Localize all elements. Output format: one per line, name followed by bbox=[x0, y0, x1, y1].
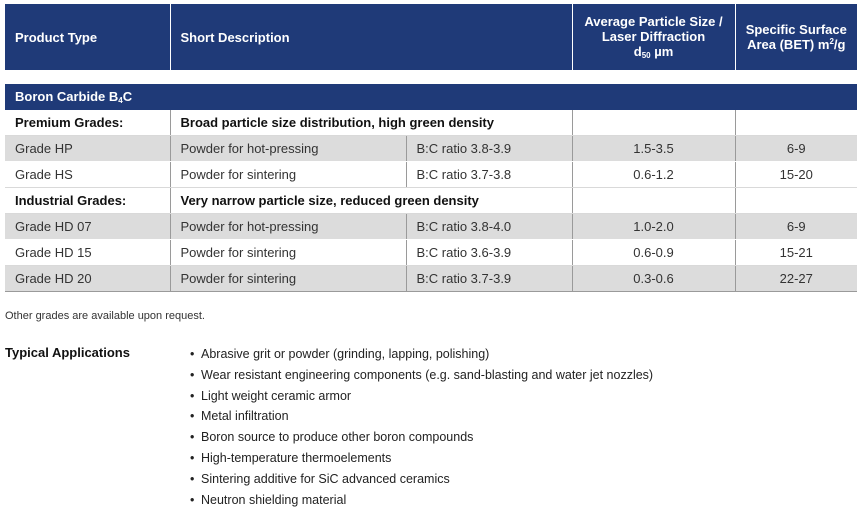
applications-list: • Abrasive grit or powder (grinding, lapp… bbox=[190, 344, 653, 510]
bullet-icon: • bbox=[190, 388, 195, 403]
cell-particle-size: 1.0-2.0 bbox=[571, 213, 736, 240]
section-row-boron-carbide: Boron Carbide B4C bbox=[5, 84, 858, 110]
cell-ratio: B:C ratio 3.8-4.0 bbox=[405, 213, 573, 240]
group-row: Premium Grades: Broad particle size distr… bbox=[5, 109, 858, 136]
bullet-icon: • bbox=[190, 409, 195, 424]
cell-ratio: B:C ratio 3.7-3.8 bbox=[405, 161, 573, 188]
cell-grade: Grade HD 20 bbox=[5, 265, 170, 292]
group-empty-cell bbox=[571, 187, 736, 214]
cell-grade: Grade HS bbox=[5, 161, 170, 188]
cell-surface-area: 6-9 bbox=[734, 135, 858, 162]
application-text: Wear resistant engineering components (e… bbox=[201, 367, 654, 382]
group-empty-cell bbox=[734, 109, 858, 136]
table-row: Grade HD 07 Powder for hot-pressing B:C ra… bbox=[5, 213, 858, 240]
cell-surface-area: 15-20 bbox=[734, 161, 858, 188]
table-row: Grade HP Powder for hot-pressing B:C ratio… bbox=[5, 135, 858, 162]
table-header-row: Product Type Short Description Average P… bbox=[5, 4, 858, 70]
cell-surface-area: 15-21 bbox=[734, 239, 858, 266]
application-text: Sintering additive for SiC advanced cera… bbox=[201, 471, 450, 486]
application-text: Boron source to produce other boron comp… bbox=[201, 430, 474, 445]
cell-ratio: B:C ratio 3.8-3.9 bbox=[405, 135, 573, 162]
cell-grade: Grade HP bbox=[5, 135, 170, 162]
list-item: • Abrasive grit or powder (grinding, lapp… bbox=[190, 344, 653, 365]
header-spacer bbox=[5, 70, 858, 84]
cell-description: Powder for sintering bbox=[169, 265, 406, 292]
table-row: Grade HD 15 Powder for sintering B:C ratio… bbox=[5, 239, 858, 266]
list-item: • Light weight ceramic armor bbox=[190, 386, 653, 407]
section-title: Boron Carbide B4C bbox=[5, 84, 858, 110]
application-text: Metal infiltration bbox=[201, 409, 289, 424]
bullet-icon: • bbox=[190, 471, 195, 486]
cell-particle-size: 0.3-0.6 bbox=[571, 265, 736, 292]
cell-particle-size: 0.6-1.2 bbox=[571, 161, 736, 188]
cell-surface-area: 6-9 bbox=[734, 213, 858, 240]
application-text: Abrasive grit or powder (grinding, lappi… bbox=[201, 347, 490, 361]
list-item: • High-temperature thermoelements bbox=[190, 448, 653, 469]
list-item: • Sintering additive for SiC advanced cer… bbox=[190, 469, 653, 490]
product-table: Product Type Short Description Average P… bbox=[5, 4, 858, 292]
application-text: Neutron shielding material bbox=[201, 492, 347, 507]
group-name: Industrial Grades: bbox=[5, 187, 170, 214]
cell-ratio: B:C ratio 3.6-3.9 bbox=[405, 239, 573, 266]
bullet-icon: • bbox=[190, 367, 195, 382]
header-specific-surface-area: Specific Surface Area (BET) m2/g bbox=[734, 4, 858, 70]
header-short-description: Short Description bbox=[169, 4, 573, 70]
group-row: Industrial Grades: Very narrow particle s… bbox=[5, 187, 858, 214]
cell-description: Powder for hot-pressing bbox=[169, 135, 406, 162]
header-product-type: Product Type bbox=[5, 4, 170, 70]
cell-grade: Grade HD 15 bbox=[5, 239, 170, 266]
group-name: Premium Grades: bbox=[5, 109, 170, 136]
table-row: Grade HD 20 Powder for sintering B:C ratio… bbox=[5, 265, 858, 292]
header-avg-particle-size: Average Particle Size / Laser Diffractio… bbox=[571, 4, 736, 70]
cell-surface-area: 22-27 bbox=[734, 265, 858, 292]
bullet-icon: • bbox=[190, 450, 195, 465]
group-description: Very narrow particle size, reduced green… bbox=[169, 187, 573, 214]
cell-ratio: B:C ratio 3.7-3.9 bbox=[405, 265, 573, 292]
application-text: Light weight ceramic armor bbox=[201, 388, 352, 403]
cell-description: Powder for sintering bbox=[169, 239, 406, 266]
list-item: • Neutron shielding material bbox=[190, 490, 653, 510]
cell-description: Powder for sintering bbox=[169, 161, 406, 188]
list-item: • Metal infiltration bbox=[190, 406, 653, 427]
cell-description: Powder for hot-pressing bbox=[169, 213, 406, 240]
group-empty-cell bbox=[571, 109, 736, 136]
bullet-icon: • bbox=[190, 347, 195, 361]
application-text: High-temperature thermoelements bbox=[201, 450, 392, 465]
footnote: Other grades are available upon request. bbox=[5, 310, 205, 322]
cell-particle-size: 0.6-0.9 bbox=[571, 239, 736, 266]
cell-grade: Grade HD 07 bbox=[5, 213, 170, 240]
cell-particle-size: 1.5-3.5 bbox=[571, 135, 736, 162]
applications-title: Typical Applications bbox=[5, 345, 130, 360]
group-empty-cell bbox=[734, 187, 858, 214]
list-item: • Boron source to produce other boron com… bbox=[190, 427, 653, 448]
bullet-icon: • bbox=[190, 430, 195, 445]
datasheet-page: Product Type Short Description Average P… bbox=[5, 4, 858, 507]
bullet-icon: • bbox=[190, 492, 195, 507]
table-row: Grade HS Powder for sintering B:C ratio 3.… bbox=[5, 161, 858, 188]
group-description: Broad particle size distribution, high g… bbox=[169, 109, 573, 136]
list-item: • Wear resistant engineering components (… bbox=[190, 365, 653, 386]
